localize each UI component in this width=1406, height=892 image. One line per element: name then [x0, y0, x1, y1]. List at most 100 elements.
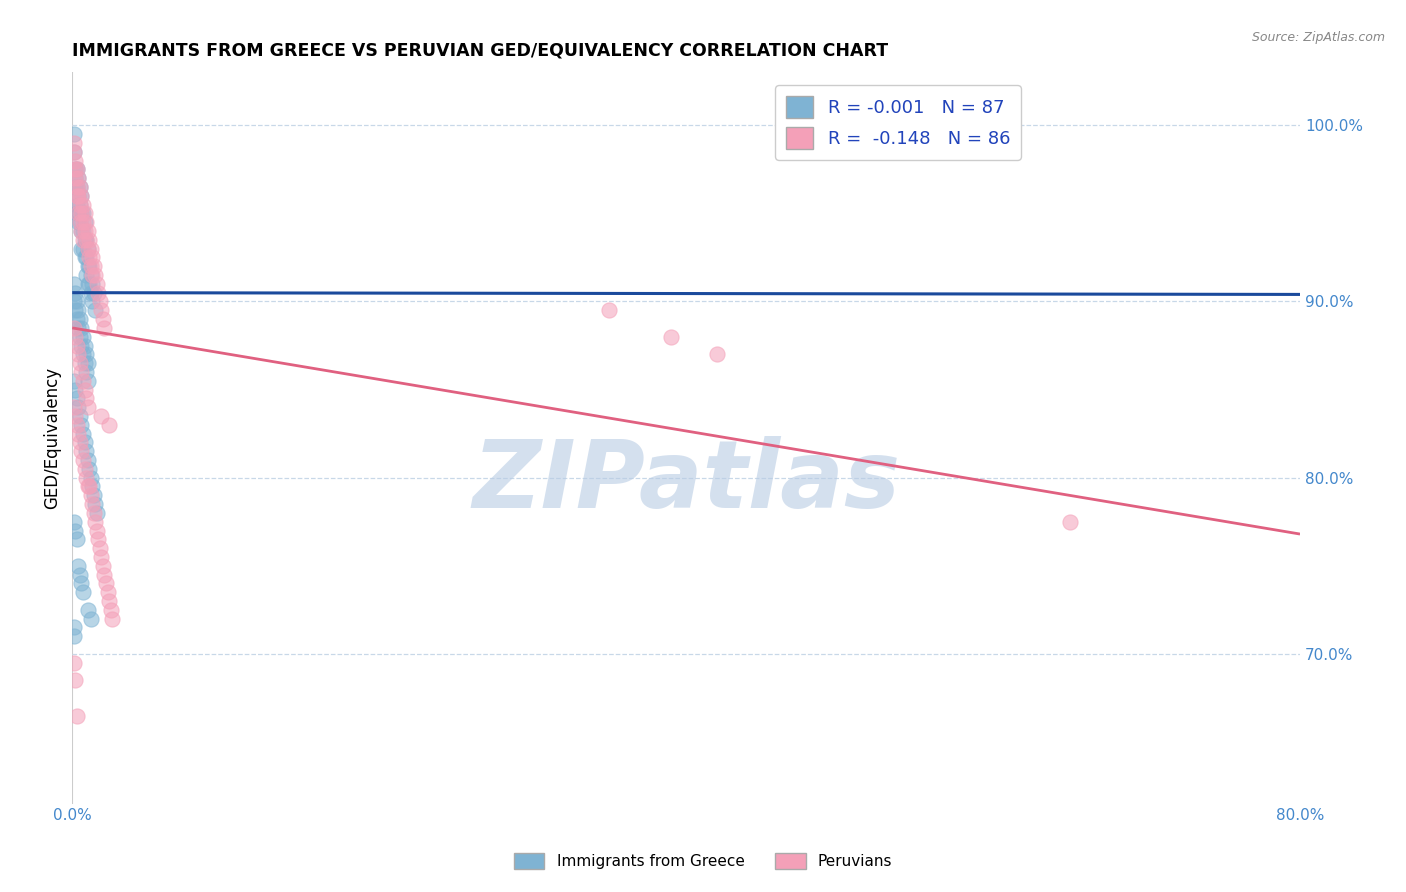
Point: [83, 285, 105, 300]
Point: [70, 321, 93, 335]
Point: [66, 392, 89, 406]
Point: [67, 347, 90, 361]
Point: [77, 479, 100, 493]
Point: [65, 409, 87, 423]
Point: [101, 612, 124, 626]
Point: [62, 145, 84, 159]
Point: [67, 206, 90, 220]
Point: [62, 127, 84, 141]
Point: [706, 347, 728, 361]
Point: [82, 497, 104, 511]
Point: [79, 470, 101, 484]
Point: [98, 417, 121, 432]
Point: [72, 224, 94, 238]
Point: [79, 488, 101, 502]
Point: [72, 426, 94, 441]
Point: [67, 171, 90, 186]
Point: [69, 356, 91, 370]
Point: [67, 206, 90, 220]
Point: [1059, 515, 1081, 529]
Point: [87, 533, 110, 547]
Point: [66, 180, 89, 194]
Point: [76, 453, 98, 467]
Point: [75, 268, 97, 282]
Point: [69, 197, 91, 211]
Point: [65, 153, 87, 168]
Point: [70, 206, 93, 220]
Point: [67, 215, 90, 229]
Point: [72, 585, 94, 599]
Point: [100, 603, 122, 617]
Point: [77, 259, 100, 273]
Point: [598, 303, 620, 318]
Point: [77, 233, 100, 247]
Point: [75, 392, 97, 406]
Point: [69, 180, 91, 194]
Point: [62, 400, 84, 414]
Point: [79, 259, 101, 273]
Point: [69, 567, 91, 582]
Point: [65, 673, 87, 688]
Point: [73, 462, 96, 476]
Point: [69, 312, 91, 326]
Point: [76, 242, 98, 256]
Point: [65, 180, 87, 194]
Point: [65, 285, 87, 300]
Point: [66, 162, 89, 177]
Point: [73, 435, 96, 450]
Point: [66, 312, 89, 326]
Text: IMMIGRANTS FROM GREECE VS PERUVIAN GED/EQUIVALENCY CORRELATION CHART: IMMIGRANTS FROM GREECE VS PERUVIAN GED/E…: [72, 42, 889, 60]
Point: [73, 251, 96, 265]
Point: [91, 558, 114, 573]
Point: [84, 303, 107, 318]
Point: [76, 400, 98, 414]
Point: [76, 479, 98, 493]
Point: [73, 338, 96, 352]
Point: [89, 541, 111, 556]
Point: [72, 233, 94, 247]
Point: [84, 497, 107, 511]
Point: [94, 576, 117, 591]
Point: [75, 470, 97, 484]
Point: [83, 506, 105, 520]
Y-axis label: GED/Equivalency: GED/Equivalency: [44, 367, 60, 509]
Legend: R = -0.001   N = 87, R =  -0.148   N = 86: R = -0.001 N = 87, R = -0.148 N = 86: [775, 85, 1021, 160]
Point: [84, 515, 107, 529]
Point: [76, 277, 98, 291]
Point: [73, 206, 96, 220]
Point: [66, 294, 89, 309]
Point: [70, 338, 93, 352]
Point: [62, 515, 84, 529]
Point: [65, 329, 87, 343]
Point: [93, 321, 115, 335]
Point: [72, 197, 94, 211]
Point: [66, 162, 89, 177]
Point: [90, 549, 112, 564]
Point: [67, 558, 90, 573]
Point: [73, 215, 96, 229]
Point: [90, 409, 112, 423]
Point: [76, 259, 98, 273]
Point: [69, 197, 91, 211]
Point: [66, 533, 89, 547]
Point: [65, 162, 87, 177]
Text: Source: ZipAtlas.com: Source: ZipAtlas.com: [1251, 31, 1385, 45]
Point: [66, 188, 89, 202]
Point: [77, 277, 100, 291]
Point: [72, 329, 94, 343]
Point: [82, 277, 104, 291]
Point: [62, 656, 84, 670]
Point: [76, 242, 98, 256]
Point: [73, 383, 96, 397]
Point: [67, 321, 90, 335]
Point: [70, 242, 93, 256]
Point: [82, 479, 104, 493]
Point: [73, 356, 96, 370]
Point: [67, 188, 90, 202]
Point: [82, 294, 104, 309]
Point: [72, 242, 94, 256]
Point: [89, 294, 111, 309]
Point: [70, 444, 93, 458]
Point: [70, 417, 93, 432]
Point: [65, 383, 87, 397]
